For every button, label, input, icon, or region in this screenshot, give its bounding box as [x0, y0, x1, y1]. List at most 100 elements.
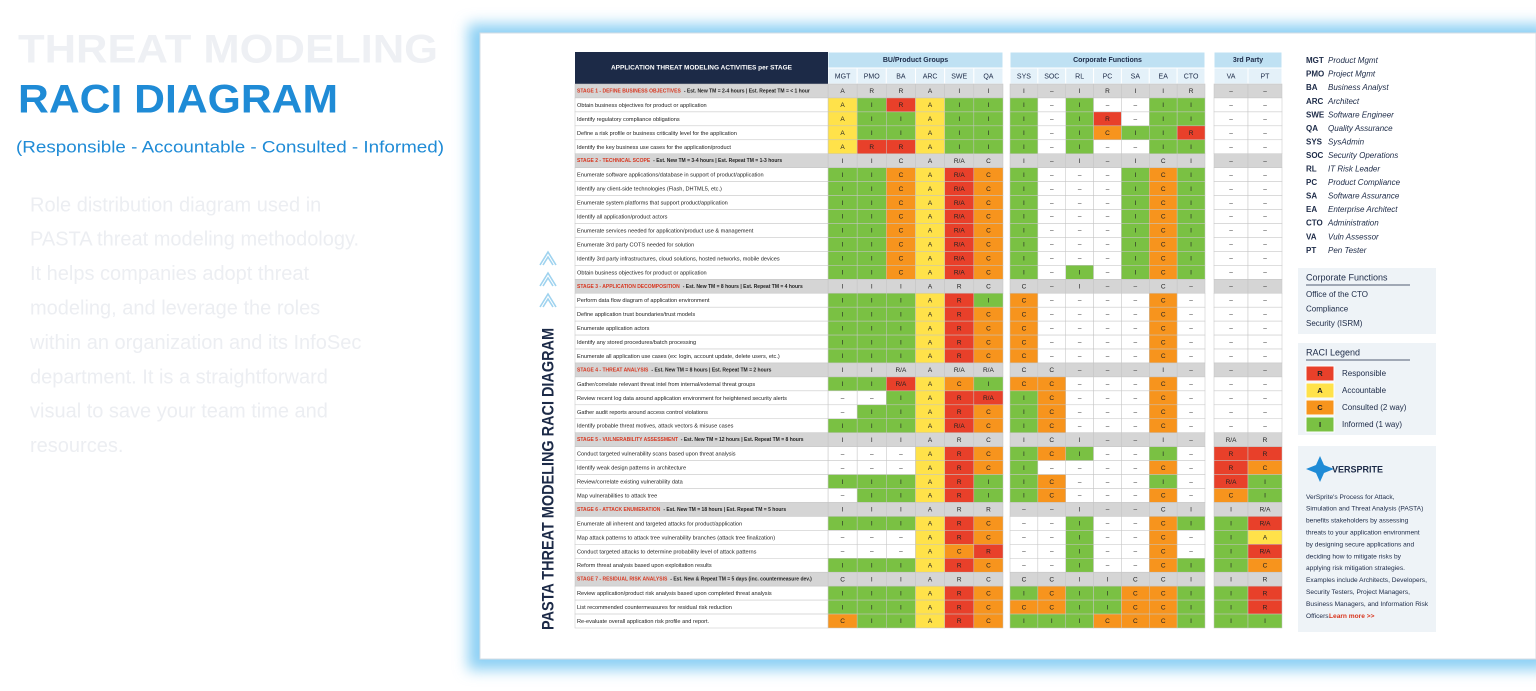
raci-value: I — [871, 562, 873, 569]
raci-value: – — [1189, 465, 1193, 472]
heading-line1: THREAT MODELING — [18, 28, 438, 72]
raci-value: A — [928, 228, 933, 235]
raci-value: – — [1106, 562, 1110, 569]
raci-value: I — [871, 479, 873, 486]
raci-value: I — [1079, 158, 1081, 165]
role-header-label: VA — [1227, 73, 1236, 80]
raci-value: R — [957, 395, 962, 402]
activity-name: Map attack patterns to attack tree vulne… — [577, 535, 775, 541]
raci-value: I — [900, 409, 902, 416]
raci-value: – — [1263, 88, 1267, 95]
raci-value: C — [840, 618, 845, 625]
raci-value: R — [957, 465, 962, 472]
raci-value: – — [1263, 353, 1267, 360]
stage-estimate: - Est. New TM = 8 hours | Est. Repeat TM… — [683, 284, 803, 290]
raci-value: – — [1134, 325, 1138, 332]
raci-value: – — [1189, 395, 1193, 402]
raci-value: R — [986, 507, 991, 514]
raci-value: – — [1106, 451, 1110, 458]
raci-value: A — [928, 576, 933, 583]
raci-value: I — [1190, 116, 1192, 123]
raci-value: I — [900, 576, 902, 583]
raci-value: I — [842, 479, 844, 486]
raci-value: A — [928, 130, 933, 137]
raci-value: I — [1079, 102, 1081, 109]
raci-value: A — [928, 409, 933, 416]
raci-value: A — [928, 311, 933, 318]
raci-value: – — [1134, 381, 1138, 388]
raci-value: – — [1022, 535, 1026, 542]
raci-value: – — [1078, 409, 1082, 416]
abbr-name: Product Compliance — [1328, 178, 1401, 187]
chevrons — [539, 250, 557, 308]
raci-value: – — [1263, 172, 1267, 179]
raci-value: A — [840, 88, 845, 95]
role-header-label: RL — [1075, 73, 1084, 80]
raci-value: A — [928, 618, 933, 625]
raci-value: – — [1263, 186, 1267, 193]
raci-value: R/A — [954, 228, 966, 235]
raci-value: A — [928, 381, 933, 388]
raci-value: I — [1230, 521, 1232, 528]
activity-name: Enumerate application actors — [577, 326, 650, 332]
abbr-code: BA — [1306, 83, 1318, 92]
raci-value: – — [1106, 200, 1110, 207]
raci-value: A — [928, 549, 933, 556]
raci-value: I — [842, 311, 844, 318]
raci-value: – — [1134, 507, 1138, 514]
stage-estimate: - Est. New TM = 18 hours | Est. Repeat T… — [663, 507, 786, 513]
raci-value: I — [871, 283, 873, 290]
raci-cell — [1247, 613, 1283, 629]
raci-value: R — [957, 521, 962, 528]
raci-value: A — [928, 242, 933, 249]
raci-value: – — [1134, 479, 1138, 486]
raci-value: I — [900, 562, 902, 569]
activity-name: Obtain business objectives for product o… — [577, 103, 707, 109]
raci-value: – — [1050, 214, 1054, 221]
raci-value: A — [928, 339, 933, 346]
abbr-code: PT — [1306, 246, 1316, 255]
raci-value: I — [842, 186, 844, 193]
raci-value: R/A — [983, 395, 995, 402]
raci-value: C — [1161, 507, 1166, 514]
raci-value: A — [928, 437, 933, 444]
raci-value: C — [986, 283, 991, 290]
raci-value: R — [1263, 451, 1268, 458]
raci-value: – — [1106, 493, 1110, 500]
raci-value: – — [1229, 339, 1233, 346]
legend-swatch — [1305, 399, 1335, 416]
abbr-name: Software Engineer — [1328, 110, 1394, 119]
versprite-link[interactable]: Learn more >> — [1329, 613, 1375, 620]
raci-value: C — [1161, 339, 1166, 346]
raci-value: – — [1229, 228, 1233, 235]
raci-value: C — [1229, 493, 1234, 500]
raci-value: R — [957, 590, 962, 597]
raci-value: – — [1050, 270, 1054, 277]
raci-value: C — [957, 549, 962, 556]
versprite-text: Officers. — [1306, 613, 1331, 620]
raci-value: – — [1263, 102, 1267, 109]
activity-name: Gather audit reports around access contr… — [577, 410, 708, 416]
raci-value: – — [1106, 423, 1110, 430]
raci-value: C — [986, 311, 991, 318]
raci-value: R/A — [954, 367, 966, 374]
raci-value: – — [1134, 535, 1138, 542]
raci-value: I — [1162, 451, 1164, 458]
raci-value: – — [1229, 325, 1233, 332]
raci-value: – — [1263, 130, 1267, 137]
abbr-name: Pen Tester — [1328, 246, 1367, 255]
raci-value: I — [871, 186, 873, 193]
abbr-name: Security Operations — [1328, 151, 1398, 160]
raci-value: – — [1134, 367, 1138, 374]
raci-value: – — [1263, 256, 1267, 263]
raci-value: – — [1050, 186, 1054, 193]
raci-value: I — [988, 297, 990, 304]
raci-value: – — [1078, 186, 1082, 193]
raci-value: – — [1106, 102, 1110, 109]
raci-value: I — [1134, 172, 1136, 179]
raci-value: C — [1022, 576, 1027, 583]
raci-value: – — [1106, 144, 1110, 151]
raci-value: – — [1022, 562, 1026, 569]
raci-value: I — [1190, 228, 1192, 235]
